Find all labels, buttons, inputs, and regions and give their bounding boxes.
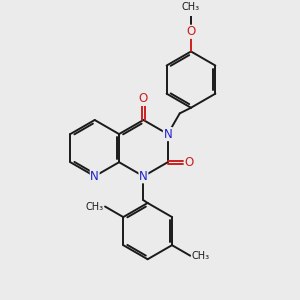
Text: CH₃: CH₃ (192, 251, 210, 261)
Text: N: N (164, 128, 172, 141)
Text: CH₃: CH₃ (85, 202, 103, 212)
Text: O: O (186, 25, 196, 38)
Text: CH₃: CH₃ (182, 2, 200, 12)
Text: O: O (184, 156, 194, 169)
Text: N: N (90, 170, 99, 183)
Text: N: N (139, 170, 148, 183)
Text: O: O (139, 92, 148, 105)
